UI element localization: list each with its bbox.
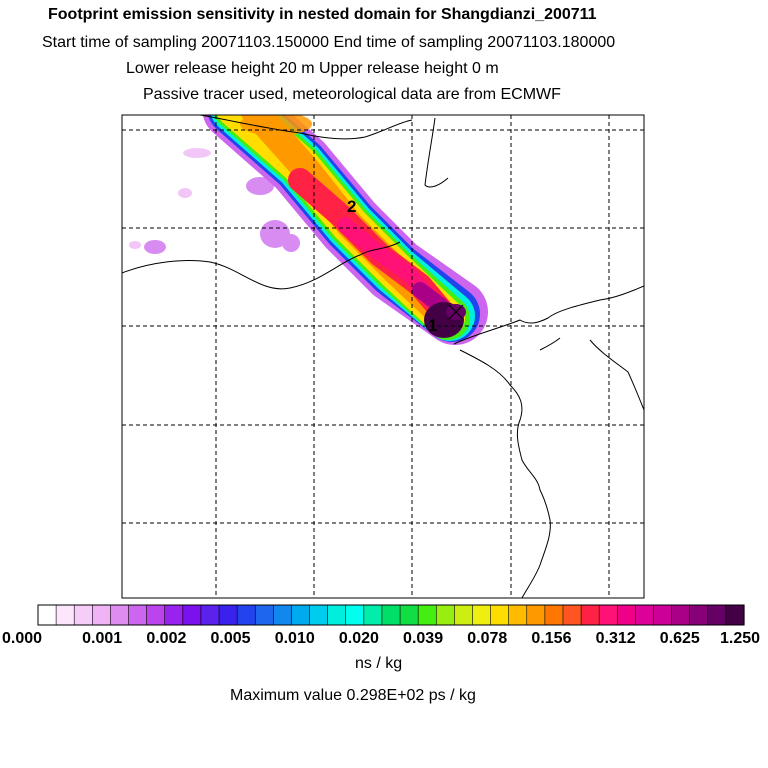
- colorbar-swatch: [399, 604, 419, 626]
- map-area: [122, 115, 644, 598]
- colorbar-tick-label: 0.020: [338, 630, 379, 647]
- colorbar-swatch: [454, 604, 474, 626]
- colorbar-swatch: [707, 604, 727, 626]
- colorbar-swatch: [598, 604, 618, 626]
- colorbar-tick-label: 0.001: [82, 630, 123, 647]
- colorbar-swatch: [526, 604, 546, 626]
- colorbar-tick-label: 0.039: [403, 630, 444, 647]
- colorbar-swatch: [200, 604, 220, 626]
- colorbar-swatch: [417, 604, 437, 626]
- colorbar-swatch: [273, 604, 293, 626]
- colorbar-swatch: [635, 604, 655, 626]
- colorbar-tick-label: 0.005: [210, 630, 251, 647]
- colorbar-swatch: [128, 604, 148, 626]
- colorbar-swatch: [472, 604, 492, 626]
- colorbar-tick-label: 0.156: [531, 630, 572, 647]
- colorbar-swatch: [653, 604, 673, 626]
- colorbar-tick-label: 1.250: [719, 630, 761, 647]
- colorbar-swatch: [37, 604, 57, 626]
- colorbar-swatch: [363, 604, 383, 626]
- colorbar-swatch: [616, 604, 636, 626]
- colorbar-swatch: [490, 604, 510, 626]
- colorbar-swatch: [164, 604, 184, 626]
- colorbar-swatch: [254, 604, 274, 626]
- maximum-value: Maximum value 0.298E+02 ps / kg: [230, 687, 476, 704]
- colorbar-swatch: [236, 604, 256, 626]
- colorbar-swatch: [182, 604, 202, 626]
- colorbar-swatch: [435, 604, 455, 626]
- sensitivity-patches: [129, 148, 300, 254]
- colorbar-swatch: [689, 604, 709, 626]
- colorbar-tick-label: 0.625: [659, 630, 700, 647]
- gridlines: [122, 115, 644, 598]
- colorbar-swatch: [725, 604, 745, 626]
- colorbar-swatch: [218, 604, 238, 626]
- colorbar-swatch: [291, 604, 311, 626]
- colorbar-tick-label: 0.002: [146, 630, 187, 647]
- receptor-cross-icon: [448, 304, 464, 320]
- coastlines: [122, 115, 644, 598]
- colorbar-swatch: [544, 604, 564, 626]
- colorbar-swatch: [146, 604, 166, 626]
- colorbar-swatch: [327, 604, 347, 626]
- marker-label-2: 2: [347, 197, 356, 216]
- colorbar-swatch: [110, 604, 130, 626]
- colorbar-swatch: [55, 604, 75, 626]
- colorbar-tick-label: 0.312: [595, 630, 636, 647]
- plot-title: Footprint emission sensitivity in nested…: [48, 6, 597, 23]
- release-heights: Lower release height 20 m Upper release …: [126, 60, 499, 77]
- colorbar-swatch: [73, 604, 93, 626]
- colorbar-swatch: [345, 604, 365, 626]
- marker-label-1: 1: [428, 316, 437, 335]
- colorbar-frame: [37, 604, 745, 626]
- sampling-times: Start time of sampling 20071103.150000 E…: [42, 34, 616, 51]
- colorbar-swatch: [562, 604, 582, 626]
- tracer-info: Passive tracer used, meteorological data…: [143, 86, 561, 103]
- colorbar-swatch: [508, 604, 528, 626]
- colorbar-swatch: [309, 604, 329, 626]
- colorbar-tick-label: 0.000: [1, 630, 43, 647]
- colorbar-swatch: [671, 604, 691, 626]
- colorbar-tick-label: 0.010: [274, 630, 315, 647]
- colorbar-tick-label: 0.078: [467, 630, 508, 647]
- colorbar: [37, 604, 745, 626]
- map-frame: [121, 114, 645, 599]
- colorbar-swatch: [580, 604, 600, 626]
- colorbar-units: ns / kg: [355, 655, 403, 672]
- colorbar-swatch: [92, 604, 112, 626]
- colorbar-swatch: [381, 604, 401, 626]
